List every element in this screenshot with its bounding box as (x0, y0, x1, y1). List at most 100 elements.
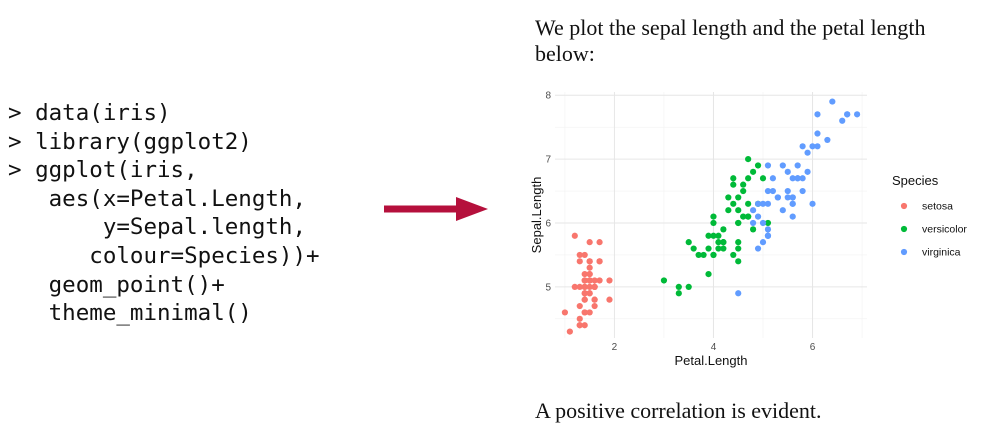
code-line: colour=Species))+ (8, 242, 320, 269)
data-point-virginica (789, 213, 796, 220)
y-tick-label: 7 (545, 155, 551, 166)
data-point-virginica (799, 175, 806, 182)
data-point-virginica (839, 117, 846, 124)
data-point-setosa (561, 309, 569, 316)
data-point-setosa (581, 283, 588, 290)
data-point-versicolor (730, 200, 737, 207)
data-point-versicolor (705, 245, 712, 252)
r-code-block: > data(iris) > library(ggplot2) > ggplot(i… (8, 99, 320, 328)
data-point-versicolor (735, 219, 742, 227)
data-point-versicolor (710, 213, 717, 220)
data-point-virginica (735, 290, 742, 297)
legend-key-versicolor (900, 225, 908, 233)
data-point-virginica (754, 245, 762, 252)
data-point-versicolor (690, 245, 697, 252)
data-point-virginica (814, 130, 821, 137)
data-point-virginica (769, 187, 777, 195)
data-point-virginica (749, 207, 757, 214)
data-point-virginica (764, 162, 772, 169)
data-point-virginica (759, 219, 767, 227)
data-point-versicolor (685, 283, 692, 290)
data-point-setosa (581, 309, 588, 316)
data-point-virginica (799, 187, 806, 195)
data-point-setosa (581, 322, 588, 329)
data-point-virginica (764, 226, 772, 233)
data-point-setosa (596, 277, 603, 284)
code-line: theme_minimal() (8, 300, 252, 327)
data-point-virginica (794, 175, 801, 182)
data-point-versicolor (720, 239, 727, 246)
data-point-versicolor (759, 175, 767, 182)
data-point-versicolor (675, 283, 682, 290)
data-point-setosa (586, 264, 593, 271)
data-point-virginica (759, 239, 767, 246)
data-point-virginica (789, 194, 796, 201)
data-point-virginica (804, 168, 811, 175)
data-point-virginica (824, 136, 831, 144)
data-point-versicolor (695, 251, 702, 259)
data-point-setosa (596, 239, 603, 246)
data-point-setosa (586, 239, 593, 246)
legend-label-versicolor: versicolor (922, 224, 967, 236)
data-point-setosa (581, 296, 588, 303)
data-point-versicolor (740, 187, 747, 195)
data-point-setosa (591, 277, 598, 284)
data-point-virginica (809, 200, 816, 207)
data-point-virginica (794, 162, 801, 169)
data-point-versicolor (730, 175, 737, 182)
legend-label-setosa: setosa (922, 201, 953, 213)
data-point-versicolor (725, 194, 732, 201)
data-point-versicolor (735, 239, 742, 246)
data-point-versicolor (745, 200, 752, 207)
data-point-versicolor (685, 239, 692, 246)
data-point-versicolor (675, 290, 682, 297)
data-point-versicolor (764, 219, 772, 227)
data-point-virginica (754, 200, 762, 207)
data-point-versicolor (730, 181, 737, 188)
data-point-versicolor (735, 207, 742, 214)
data-point-setosa (581, 271, 588, 278)
scatter-plot: 2 4 6 5 6 7 8 Petal.Length Sepal.Length Species se… (529, 91, 967, 368)
data-point-versicolor (749, 226, 757, 233)
y-axis-label: Sepal.Length (529, 177, 544, 254)
data-point-versicolor (749, 168, 757, 175)
data-point-virginica (764, 187, 772, 195)
x-tick-label: 2 (612, 342, 618, 353)
data-point-setosa (581, 251, 588, 259)
data-point-versicolor (735, 194, 742, 201)
data-point-versicolor (700, 251, 707, 259)
data-point-versicolor (740, 181, 747, 188)
data-point-versicolor (715, 239, 722, 246)
code-line: > data(iris) (8, 100, 171, 126)
data-point-setosa (606, 277, 613, 284)
data-point-setosa (576, 251, 583, 259)
data-point-setosa (586, 271, 593, 278)
x-axis-label: Petal.Length (674, 353, 747, 368)
data-point-versicolor (730, 251, 737, 259)
data-point-virginica (754, 213, 762, 220)
data-point-versicolor (720, 245, 727, 252)
data-point-virginica (789, 200, 796, 207)
data-point-versicolor (705, 232, 712, 239)
x-tick-label: 4 (711, 342, 717, 353)
data-point-virginica (779, 207, 786, 214)
code-line: > ggplot(iris, (8, 157, 198, 184)
data-point-setosa (586, 258, 593, 265)
data-point-versicolor (715, 232, 722, 239)
data-point-virginica (804, 149, 811, 156)
data-point-setosa (576, 302, 583, 310)
data-point-versicolor (754, 162, 762, 169)
data-point-virginica (814, 111, 821, 118)
data-point-versicolor (720, 226, 727, 233)
data-point-virginica (779, 162, 786, 169)
caption-bottom: A positive correlation is evident. (535, 398, 822, 423)
data-point-setosa (566, 328, 573, 335)
data-point-setosa (586, 309, 593, 316)
data-point-setosa (576, 315, 583, 322)
data-point-versicolor (725, 207, 732, 214)
data-point-virginica (764, 200, 772, 207)
legend-key-virginica (900, 248, 908, 256)
data-point-virginica (844, 111, 851, 118)
data-point-versicolor (710, 251, 717, 259)
data-point-virginica (809, 143, 816, 150)
